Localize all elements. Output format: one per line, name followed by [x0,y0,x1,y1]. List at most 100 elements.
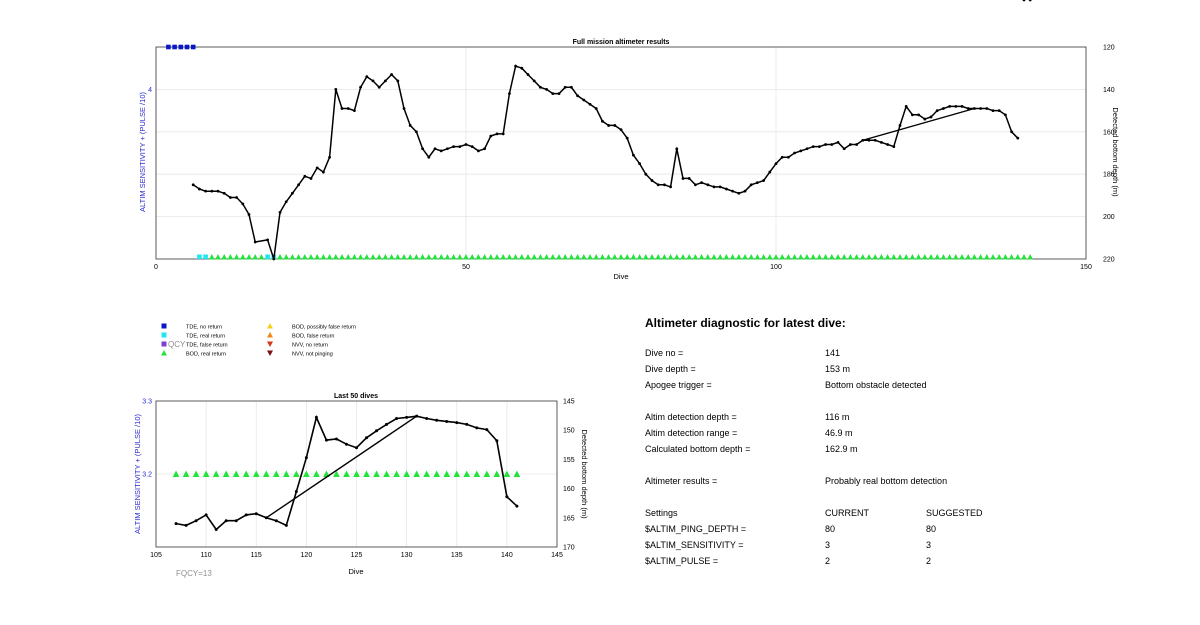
chart1-depth-point [607,124,610,127]
diagnostic-label: Apogee trigger = [645,380,712,390]
chart1-frame [155,46,1087,260]
chart2-bod-marker [463,470,471,477]
chart1-bod-marker [816,254,823,260]
chart2-depth-point [304,456,308,460]
chart1-depth-point [613,124,617,127]
chart1-bod-marker [742,254,748,260]
chart1-bod-marker [636,254,643,260]
chart1-depth-point [625,136,629,140]
chart1-depth-point [898,124,902,127]
legend: TDE, no return TDE, real return TDE, false… [161,323,356,358]
legend-marker-4 [267,323,273,329]
chart1-markers [166,44,1033,260]
chart1-bod-marker [853,254,860,260]
chart2-depth-point [455,421,459,425]
chart2-bod-marker [283,470,290,477]
chart1-depth-point [415,130,418,134]
chart1-bod-marker [556,254,562,260]
chart1-bod-marker [748,254,754,260]
chart2-depth-point [515,504,519,508]
chart1-bod-marker [295,254,302,260]
chart2-ytick-label-left: 3.3 [142,399,152,406]
legend-marker-1 [161,332,167,338]
chart1-grid [156,47,1086,259]
chart2-depth-point [204,513,208,517]
chart1-bod-marker [791,254,798,260]
legend-overlay-text: QCY [168,340,186,349]
chart1-depth-point [669,185,672,189]
chart1-tde-no-return-marker [184,44,190,50]
chart1-depth-point [979,107,982,110]
chart1-bod-marker [345,254,351,260]
legend-marker-6 [267,341,273,347]
chart1-depth-point [532,79,536,83]
legend-label-4: BOD, possibly false return [292,325,356,331]
chart2-bod-marker [403,470,410,477]
legend-label-7: NVV, not pinging [292,352,333,358]
chart1-depth-point [508,92,511,96]
chart1-depth-point [328,155,331,159]
chart1-bod-marker [593,254,599,260]
legend-label-3: BOD, real return [186,352,226,358]
chart1-bod-marker [915,254,922,260]
chart1-bod-marker [934,254,940,260]
chart1-bod-marker [543,254,550,260]
chart1-bod-marker [537,254,544,260]
chart2-xtick-label: 125 [351,552,363,559]
diagnostic-label: Altimeter results = [645,476,718,486]
chart1-depth-point [997,109,1001,112]
legend-marker-5 [267,332,273,338]
chart1-bod-marker [903,254,909,260]
chart1-bod-marker [866,254,872,260]
chart1-depth-point [557,92,561,96]
chart1-depth-point [241,202,245,206]
chart1-depth-point [923,117,927,121]
settings-current: 3 [825,540,831,550]
chart1-depth-point [1028,0,1032,2]
chart2-depth-point [294,490,298,494]
chart1-depth-point [563,85,567,89]
chart1-xlabel: Dive [613,272,628,281]
chart1-depth-point [297,183,300,187]
chart2-title: Last 50 dives [334,393,378,400]
chart1-bod-marker [240,254,246,260]
chart1-depth-point [731,189,734,193]
chart1-depth-point [526,73,530,76]
settings-label: $ALTIM_PULSE = [645,556,719,566]
chart1-bod-marker [289,254,296,260]
chart1-depth-point [216,189,220,193]
chart1-depth-point [718,185,722,189]
chart1-bod-marker [723,254,730,260]
chart1-bod-marker [506,254,513,260]
chart1-depth-point [805,147,809,151]
chart1-depth-point [756,181,759,185]
chart2-depth-point [224,519,228,523]
chart1-depth-point [520,66,524,70]
chart2-bod-marker [503,470,511,477]
chart1-ylabel-right: Detected bottom depth (m) [1111,107,1120,197]
chart1-depth-point [774,162,778,166]
chart1-depth-point [650,179,654,182]
settings-suggested: 3 [926,540,932,550]
chart1-depth-point [588,102,592,106]
chart1-bod-marker [754,254,761,260]
chart1-depth-point [824,143,827,146]
chart1-depth-point [601,119,604,123]
chart2-depth-point [214,527,218,531]
chart1-depth-point [1022,0,1026,2]
chart1-bod-marker [494,254,500,260]
legend-marker-2 [161,341,167,347]
chart1-ytick-label: 180 [1103,172,1115,179]
chart1-depth-point [377,85,381,89]
chart1-bod-marker [376,254,382,260]
chart1-depth-point [309,177,313,180]
chart1-bod-marker [686,254,692,260]
chart1-bod-marker [562,254,568,260]
chart1-depth-point [266,238,269,242]
chart2-bod-marker [313,470,320,477]
chart1-depth-point [191,183,195,187]
chart2-bod-marker [433,470,440,477]
chart1-depth-point [712,185,716,189]
legend-marker-7 [267,350,273,356]
chart1-xtick-label: 150 [1080,264,1092,271]
